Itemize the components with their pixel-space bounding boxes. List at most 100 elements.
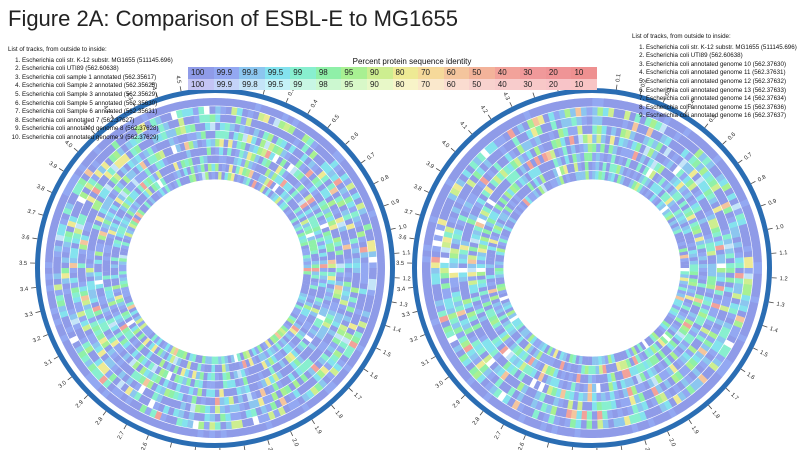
scale-cell: 80 [392,67,419,79]
scale-tick [46,189,52,193]
inner-disc [505,181,679,355]
genome-backbone [412,88,772,448]
scale-tick-label: 3.3 [24,311,33,319]
scale-tick-label: 3.2 [32,336,42,345]
scale-tick [768,301,774,304]
right-track-item: Escherichia coli UTI89 (562.60638) [646,52,797,61]
scale-tick [688,419,692,425]
scale-tick-label: 2.0 [667,438,676,448]
scale-tick [523,435,526,441]
left-track-item: Escherichia coli annotated 7 (562.37627) [22,117,173,126]
right-track-item: Escherichia coli annotated genome 15 (56… [646,104,797,113]
scale-tick [435,168,441,172]
scale-tick [132,102,136,107]
scale-tick-label: 1.1 [779,250,788,257]
scale-tick [708,404,713,410]
genome-track [110,163,320,373]
scale-cell: 90 [366,67,393,79]
scale-cell: 99.9 [213,78,240,90]
scale-tick-label: 1.6 [368,372,378,381]
scale-tick-label: 3.4 [397,286,406,293]
scale-tick-label: 1.7 [352,392,362,402]
scale-tick-label: 1.5 [759,350,769,359]
left-track-list: List of tracks, from outside to inside: … [8,46,173,143]
scale-tick [307,109,311,114]
identity-scale-row: 100 99.9 99.8 99.5 99 98 95 90 80 70 60 50 40 30 20 10 [188,78,597,90]
scale-tick-label: 1.0 [775,224,784,232]
scale-tick [753,347,758,351]
genome-track [85,138,345,398]
scale-tick-label: 4.3 [501,91,510,101]
scale-tick-label: 1.6 [745,372,755,381]
scale-tick [450,147,456,152]
scale-tick-label: 2.6 [141,442,150,450]
scale-tick [760,203,766,207]
scale-tick [750,180,756,185]
scale-cell: 99.9 [213,67,240,79]
scale-tick-label: 3.2 [409,336,419,345]
left-track-item: Escherichia coli annotated genome 8 (562… [22,125,173,134]
scale-tick [102,411,107,416]
scale-cell: 70 [418,78,444,90]
scale-cell: 95 [341,78,367,90]
scale-cell: 50 [469,78,495,90]
scale-cell: 30 [520,67,546,79]
scale-tick [412,311,418,314]
scale-tick [38,213,44,216]
scale-tick [53,356,59,360]
scale-tick-label: 1.4 [392,326,402,335]
scale-tick-label: 2.8 [95,416,105,426]
genome-track [485,161,699,375]
genome-track [467,143,717,393]
scale-tick [327,123,332,128]
scale-cell: 99 [290,78,316,90]
scale-cell: 40 [494,78,521,90]
scale-tick [615,84,618,90]
inner-disc [128,181,302,355]
scale-tick [262,89,265,95]
scale-cell: 10 [571,78,597,90]
genome-track [494,170,690,366]
scale-tick-label: 3.7 [403,209,412,217]
scale-tick [444,376,449,381]
scale-tick-label: 4.5 [174,75,181,84]
scale-tick [460,394,466,400]
scale-cell: 80 [392,78,419,90]
left-track-item: Escherichia coli Sample 2 annotated (562… [22,82,173,91]
scale-tick [35,311,41,314]
scale-tick [722,140,727,145]
scale-cell: 98 [315,67,342,79]
scale-cell: 10 [571,67,597,79]
scale-tick-label: 3.5 [396,261,404,267]
scale-tick [390,227,396,230]
left-track-item: Escherichia coli str. K-12 substr. MG165… [22,57,173,66]
scale-tick-label: 4.2 [479,105,488,115]
genome-track [102,155,328,381]
scale-cell: 95 [341,67,367,79]
scale-tick-label: 0.3 [664,87,673,97]
scale-tick [767,227,773,230]
scale-tick [468,130,473,135]
scale-tick [546,442,549,448]
scale-tick [500,424,504,430]
scale-tick-label: 3.6 [398,234,407,241]
scale-cell: 99.5 [264,78,291,90]
scale-tick [383,203,389,207]
right-track-item: Escherichia coli annotated genome 14 (56… [646,95,797,104]
scale-tick-label: 3.8 [412,184,422,193]
scale-tick [73,147,79,152]
scale-tick [571,446,573,450]
scale-cell: 90 [366,78,393,90]
scale-tick [363,368,369,373]
genome-track [44,97,386,439]
scale-tick-label: 3.3 [401,311,410,319]
scale-tick-label: 2.8 [472,416,482,426]
scale-tick [32,237,38,240]
left-track-item: Escherichia coli sample 1 annotated (562… [22,74,173,83]
genome-track [118,171,312,365]
scale-tick-label: 3.7 [26,209,35,217]
left-track-item: Escherichia coli Sample 3 annotated (562… [22,91,173,100]
scale-tick-label: 0.3 [287,87,296,97]
scale-tick [391,301,397,304]
